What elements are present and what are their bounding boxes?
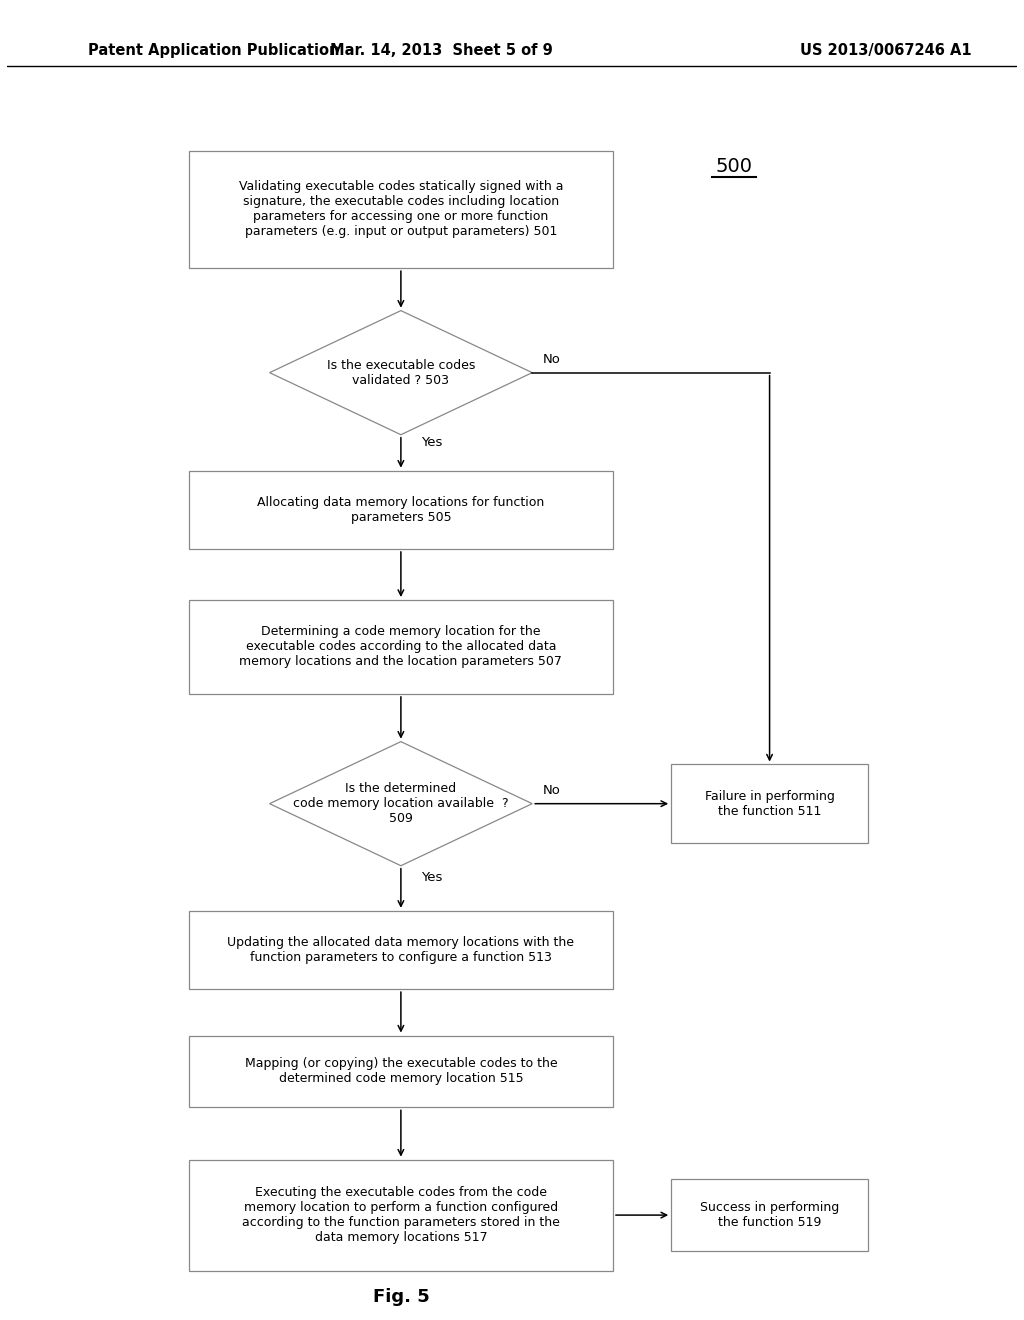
FancyBboxPatch shape [188,911,613,989]
FancyBboxPatch shape [188,599,613,694]
Text: Updating the allocated data memory locations with the
function parameters to con: Updating the allocated data memory locat… [227,936,574,964]
FancyBboxPatch shape [188,471,613,549]
Text: Fig. 5: Fig. 5 [373,1288,429,1307]
FancyBboxPatch shape [188,150,613,268]
Text: Validating executable codes statically signed with a
signature, the executable c: Validating executable codes statically s… [239,181,563,239]
Text: Is the executable codes
validated ? 503: Is the executable codes validated ? 503 [327,359,475,387]
Text: 500: 500 [716,157,753,176]
Text: No: No [543,354,560,366]
Text: No: No [543,784,560,797]
Text: Mar. 14, 2013  Sheet 5 of 9: Mar. 14, 2013 Sheet 5 of 9 [330,42,553,58]
Text: Allocating data memory locations for function
parameters 505: Allocating data memory locations for fun… [257,496,545,524]
Text: Executing the executable codes from the code
memory location to perform a functi: Executing the executable codes from the … [242,1187,560,1243]
Text: Determining a code memory location for the
executable codes according to the all: Determining a code memory location for t… [240,626,562,668]
FancyBboxPatch shape [671,1179,868,1251]
Text: Yes: Yes [421,436,442,449]
Polygon shape [269,310,532,434]
Text: Mapping (or copying) the executable codes to the
determined code memory location: Mapping (or copying) the executable code… [245,1057,557,1085]
Text: US 2013/0067246 A1: US 2013/0067246 A1 [800,42,972,58]
Text: Failure in performing
the function 511: Failure in performing the function 511 [705,789,835,817]
Text: Is the determined
code memory location available  ?
509: Is the determined code memory location a… [293,783,509,825]
Text: Yes: Yes [421,871,442,884]
FancyBboxPatch shape [188,1035,613,1107]
FancyBboxPatch shape [188,1159,613,1271]
FancyBboxPatch shape [671,764,868,843]
Polygon shape [269,742,532,866]
Text: Patent Application Publication: Patent Application Publication [88,42,339,58]
Text: Success in performing
the function 519: Success in performing the function 519 [700,1201,840,1229]
